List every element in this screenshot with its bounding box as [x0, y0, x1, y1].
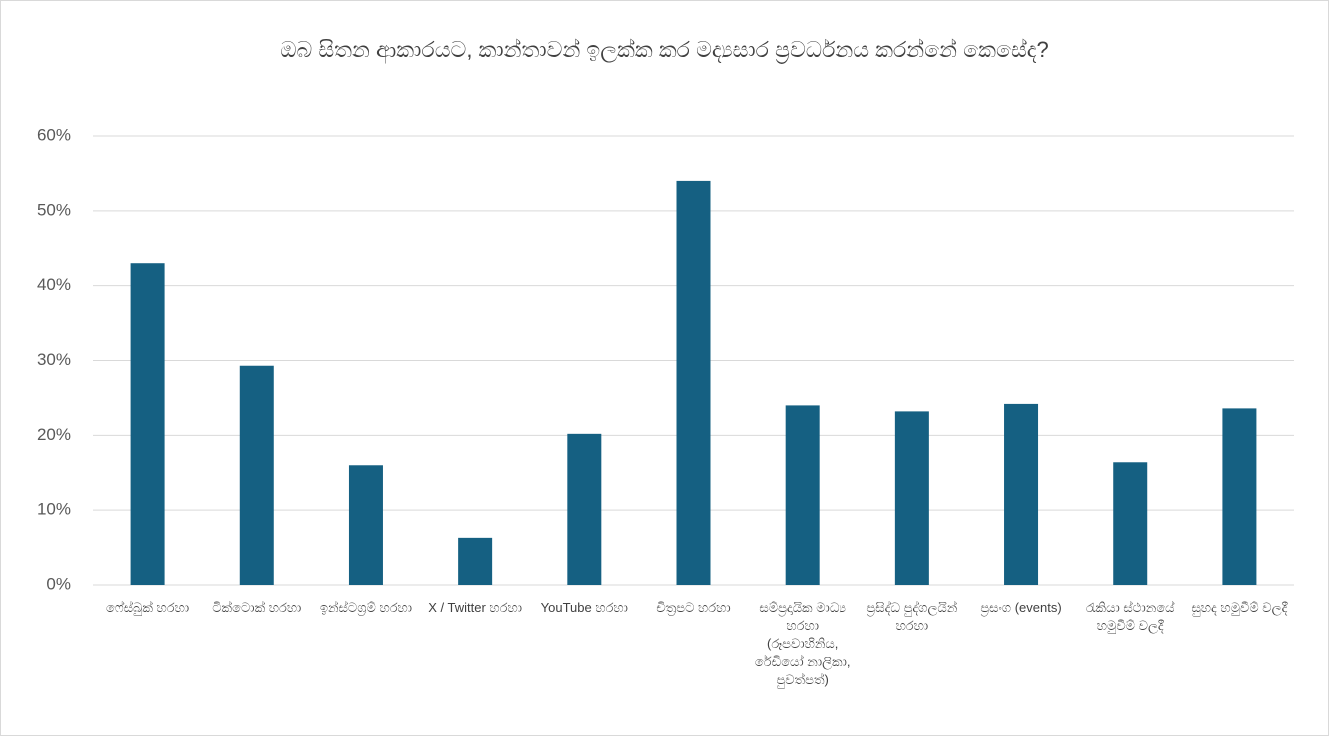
- chart-title: ඔබ සිතන ආකාරයට, කාන්තාවන් ඉලක්ක කර මද්‍ය…: [280, 37, 1049, 62]
- bar: [130, 263, 165, 585]
- bar: [894, 411, 929, 585]
- x-tick-label: ඉන්ස්ටග්‍රම් හරහා: [319, 600, 413, 615]
- x-tick-label: ප්‍රසංග (events): [980, 600, 1062, 615]
- y-tick-label: 50%: [37, 200, 71, 219]
- bar: [348, 465, 383, 585]
- x-tick-label: YouTube හරහා: [540, 600, 628, 615]
- bar: [239, 365, 274, 585]
- bar: [567, 433, 602, 585]
- bar: [1222, 408, 1257, 585]
- y-tick-label: 10%: [37, 500, 71, 519]
- bar: [1004, 403, 1039, 585]
- x-tick-label: ප්‍රසිද්ධ පුද්ගලයින් හරහා: [866, 600, 958, 633]
- x-tick-label: X / Twitter හරහා: [428, 600, 522, 615]
- y-tick-label: 30%: [37, 350, 71, 369]
- x-tick-label: සුහද හමුවීම් වලදී: [1191, 600, 1288, 615]
- x-tick-label: සම්ප්‍රදායික මාධ්‍ය හරහා (රූපවාහිනිය, රේ…: [754, 600, 851, 687]
- y-tick-label: 0%: [46, 574, 71, 593]
- bar: [676, 180, 711, 585]
- y-tick-label: 20%: [37, 425, 71, 444]
- bar: [1113, 462, 1148, 585]
- bar: [785, 405, 820, 585]
- x-tick-label: චිත්‍රපට හරහා: [656, 600, 731, 615]
- x-tick-label: රැකියා ස්ථානයේ හමුවීම් වලදී: [1085, 600, 1175, 633]
- x-tick-label: ටික්ටොක් හරහා: [212, 600, 302, 615]
- y-tick-label: 60%: [37, 125, 71, 144]
- bar: [458, 537, 493, 585]
- y-tick-label: 40%: [37, 275, 71, 294]
- x-tick-label: ෆේස්බුක් හරහා: [106, 600, 190, 615]
